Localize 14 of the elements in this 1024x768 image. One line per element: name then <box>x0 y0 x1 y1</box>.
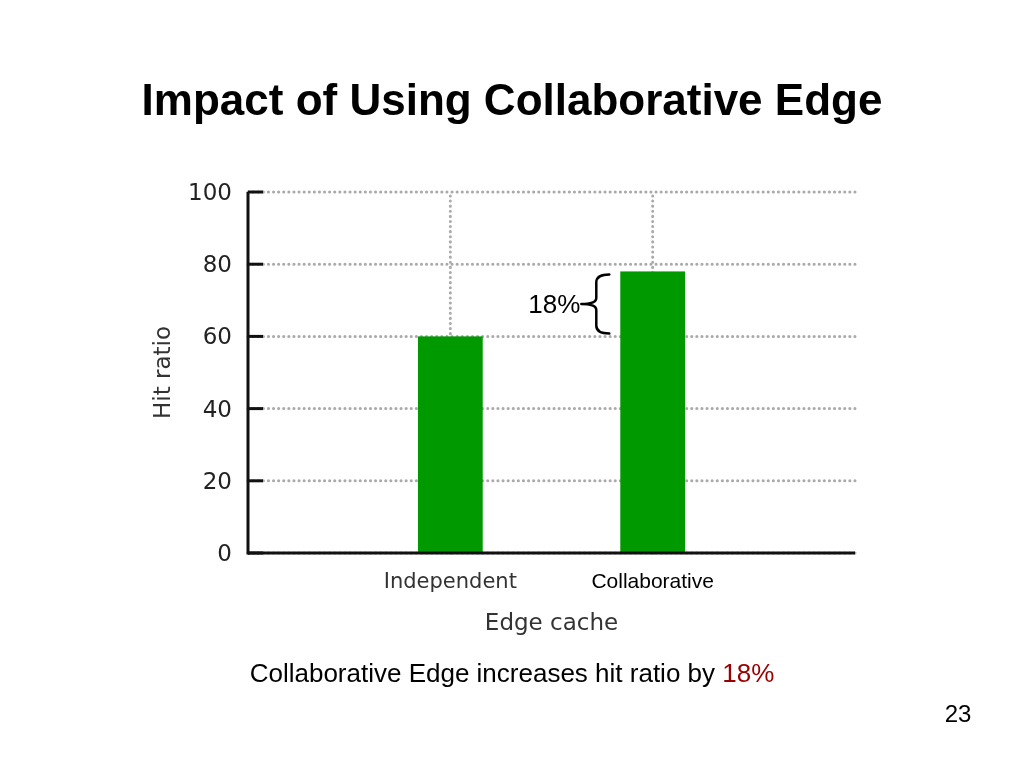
y-tick-label: 80 <box>202 251 232 278</box>
text: 23 <box>944 700 972 727</box>
y-tick-label: 20 <box>202 467 232 494</box>
chart-title: Impact of Using Collaborative Edge <box>141 75 883 124</box>
y-tick-label: 0 <box>217 540 232 567</box>
y-tick-label: 40 <box>202 395 232 422</box>
x-tick-label: Independent <box>383 569 517 593</box>
x-tick-label: Collaborative <box>591 569 714 592</box>
annotation: 18% <box>528 288 581 319</box>
y-tick-label: 100 <box>188 179 232 206</box>
y-axis-title: Hit ratio <box>149 325 175 420</box>
text: Collaborative Edge increases hit ratio by 18% <box>249 658 775 688</box>
x-axis-title: Edge cache <box>484 609 619 635</box>
y-tick-label: 60 <box>202 323 232 350</box>
